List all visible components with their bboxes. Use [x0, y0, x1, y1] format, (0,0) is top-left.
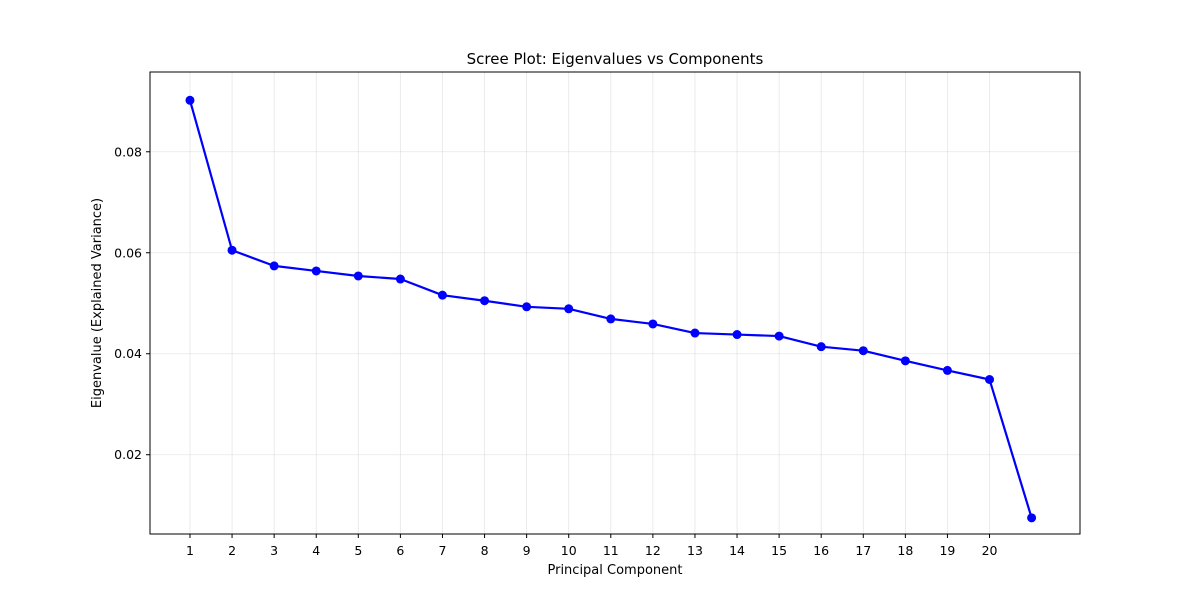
data-point: [690, 328, 700, 338]
data-point: [395, 274, 405, 284]
chart-title: Scree Plot: Eigenvalues vs Components: [467, 50, 764, 68]
data-point: [985, 374, 995, 384]
data-point: [900, 356, 910, 366]
x-tick-label: 6: [396, 543, 404, 558]
data-point: [732, 330, 742, 340]
tick-layer: 1 2 3 4 5 6 7 8 9 10 11 12 13 14 15 16 17 18 19 200.020.040…: [114, 144, 997, 558]
y-tick-label: 0.06: [114, 245, 142, 260]
y-tick-label: 0.04: [114, 346, 142, 361]
data-point: [269, 261, 279, 271]
x-tick-label: 16: [813, 543, 829, 558]
x-tick-label: 18: [897, 543, 913, 558]
x-tick-label: 1: [186, 543, 194, 558]
data-point: [606, 314, 616, 324]
x-tick-label: 13: [687, 543, 703, 558]
x-tick-label: 17: [855, 543, 871, 558]
grid-layer: [150, 72, 1080, 534]
series-layer: [185, 95, 1037, 523]
x-tick-label: 10: [561, 543, 577, 558]
x-tick-label: 9: [523, 543, 531, 558]
y-axis-label: Eigenvalue (Explained Variance): [90, 198, 105, 408]
data-point: [942, 365, 952, 375]
data-point: [353, 271, 363, 281]
data-point: [648, 319, 658, 329]
x-tick-label: 15: [771, 543, 787, 558]
data-point: [437, 290, 447, 300]
x-tick-label: 2: [228, 543, 236, 558]
y-tick-label: 0.02: [114, 447, 142, 462]
x-tick-label: 20: [982, 543, 998, 558]
data-point: [816, 342, 826, 352]
data-point: [311, 266, 321, 276]
plot-area-frame: [149, 71, 1081, 535]
x-tick-label: 5: [354, 543, 362, 558]
data-point: [1027, 513, 1037, 523]
y-tick-label: 0.08: [114, 144, 142, 159]
x-tick-label: 8: [481, 543, 489, 558]
x-tick-label: 3: [270, 543, 278, 558]
data-point: [227, 245, 237, 255]
x-axis-label: Principal Component: [547, 563, 682, 578]
data-point: [858, 346, 868, 356]
data-point: [480, 296, 490, 306]
x-tick-label: 11: [603, 543, 619, 558]
data-point: [522, 302, 532, 312]
x-tick-label: 19: [939, 543, 955, 558]
x-tick-label: 4: [312, 543, 320, 558]
x-tick-label: 12: [645, 543, 661, 558]
data-point: [185, 95, 195, 105]
x-tick-label: 7: [438, 543, 446, 558]
data-point: [564, 304, 574, 314]
data-point: [774, 331, 784, 341]
x-tick-label: 14: [729, 543, 745, 558]
